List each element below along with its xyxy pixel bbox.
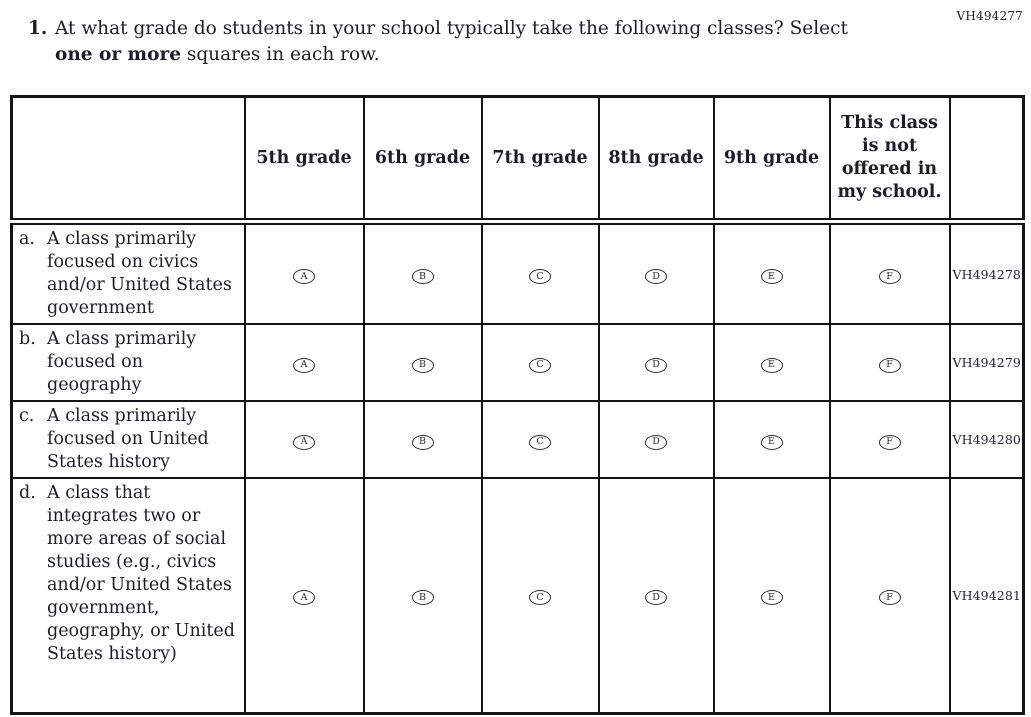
row-label-cell: d. A class that integrates two or more a… [10,477,246,714]
table-header-row: 5th grade 6th grade 7th grade 8th grade … [10,95,1025,225]
option-cell: F [828,220,951,325]
grade-selection-table: 5th grade 6th grade 7th grade 8th grade … [10,95,1025,715]
answer-bubble[interactable]: E [760,269,783,285]
option-cell: F [828,323,951,402]
answer-bubble[interactable]: B [411,357,434,373]
answer-bubble[interactable]: B [411,269,434,285]
question-line-2-rest: squares in each row. [180,44,380,65]
answer-bubble[interactable]: E [760,434,783,450]
answer-bubble[interactable]: F [878,357,901,373]
option-cell: D [597,220,715,325]
answer-bubble[interactable]: B [411,434,434,450]
option-cell: F [828,400,951,479]
answer-bubble[interactable]: E [760,590,783,606]
option-cell: C [480,477,600,714]
row-label: A class primarily focused on United Stat… [47,406,209,472]
option-cell: E [712,477,831,714]
option-cell: D [597,477,715,714]
row-label-cell: a. A class primarily focused on civics a… [10,220,246,325]
question-block: 1. At what grade do students in your sch… [28,16,928,68]
row-label: A class that integrates two or more area… [47,483,235,664]
header-not-offered: This class is not offered in my school. [828,95,951,225]
row-label: A class primarily focused on civics and/… [47,229,232,318]
option-cell: B [362,400,483,479]
answer-bubble[interactable]: D [645,434,667,450]
answer-bubble[interactable]: D [645,269,667,285]
answer-bubble[interactable]: C [529,269,551,285]
option-cell: B [362,477,483,714]
answer-bubble[interactable]: F [878,434,901,450]
row-code: VH494279 [948,323,1025,402]
answer-bubble[interactable]: E [760,357,783,373]
answer-bubble[interactable]: D [645,590,667,606]
question-bold-phrase: one or more [55,44,181,65]
row-code: VH494281 [948,477,1025,714]
row-letter: c. [19,406,35,426]
question-line-2: one or more squares in each row. [55,42,928,68]
option-cell: C [480,220,600,325]
row-code: VH494278 [948,220,1025,325]
answer-bubble[interactable]: C [529,357,551,373]
answer-bubble[interactable]: A [293,434,315,450]
question-text: At what grade do students in your school… [55,16,928,68]
answer-bubble[interactable]: C [529,434,551,450]
row-label-cell: b. A class primarily focused on geograph… [10,323,246,402]
question-number: 1. [28,18,48,39]
answer-bubble[interactable]: A [293,357,315,373]
answer-bubble[interactable]: F [878,269,901,285]
form-code: VH494277 [956,9,1023,23]
option-cell: D [597,323,715,402]
header-9th-grade: 9th grade [712,95,831,225]
table-row: d. A class that integrates two or more a… [10,477,1025,714]
table-row: b. A class primarily focused on geograph… [10,323,1025,402]
option-cell: E [712,400,831,479]
answer-bubble[interactable]: D [645,357,667,373]
answer-bubble[interactable]: A [293,590,315,606]
option-cell: E [712,220,831,325]
header-6th-grade: 6th grade [362,95,483,225]
option-cell: B [362,220,483,325]
option-cell: C [480,323,600,402]
option-cell: E [712,323,831,402]
answer-bubble[interactable]: C [529,590,551,606]
row-code: VH494280 [948,400,1025,479]
answer-bubble[interactable]: F [878,590,901,606]
question-line-1: At what grade do students in your school… [55,18,848,39]
option-cell: A [243,477,365,714]
option-cell: C [480,400,600,479]
option-cell: B [362,323,483,402]
header-5th-grade: 5th grade [243,95,365,225]
option-cell: A [243,400,365,479]
row-letter: b. [19,329,36,349]
header-blank [10,95,246,225]
option-cell: F [828,477,951,714]
row-label-cell: c. A class primarily focused on United S… [10,400,246,479]
answer-bubble[interactable]: B [411,590,434,606]
answer-bubble[interactable]: A [293,269,315,285]
header-8th-grade: 8th grade [597,95,715,225]
row-letter: a. [19,229,35,249]
header-7th-grade: 7th grade [480,95,600,225]
header-code-blank [948,95,1025,225]
table-row: a. A class primarily focused on civics a… [10,220,1025,325]
table-row: c. A class primarily focused on United S… [10,400,1025,479]
option-cell: A [243,220,365,325]
row-label: A class primarily focused on geography [47,329,197,395]
option-cell: D [597,400,715,479]
row-letter: d. [19,483,36,503]
option-cell: A [243,323,365,402]
